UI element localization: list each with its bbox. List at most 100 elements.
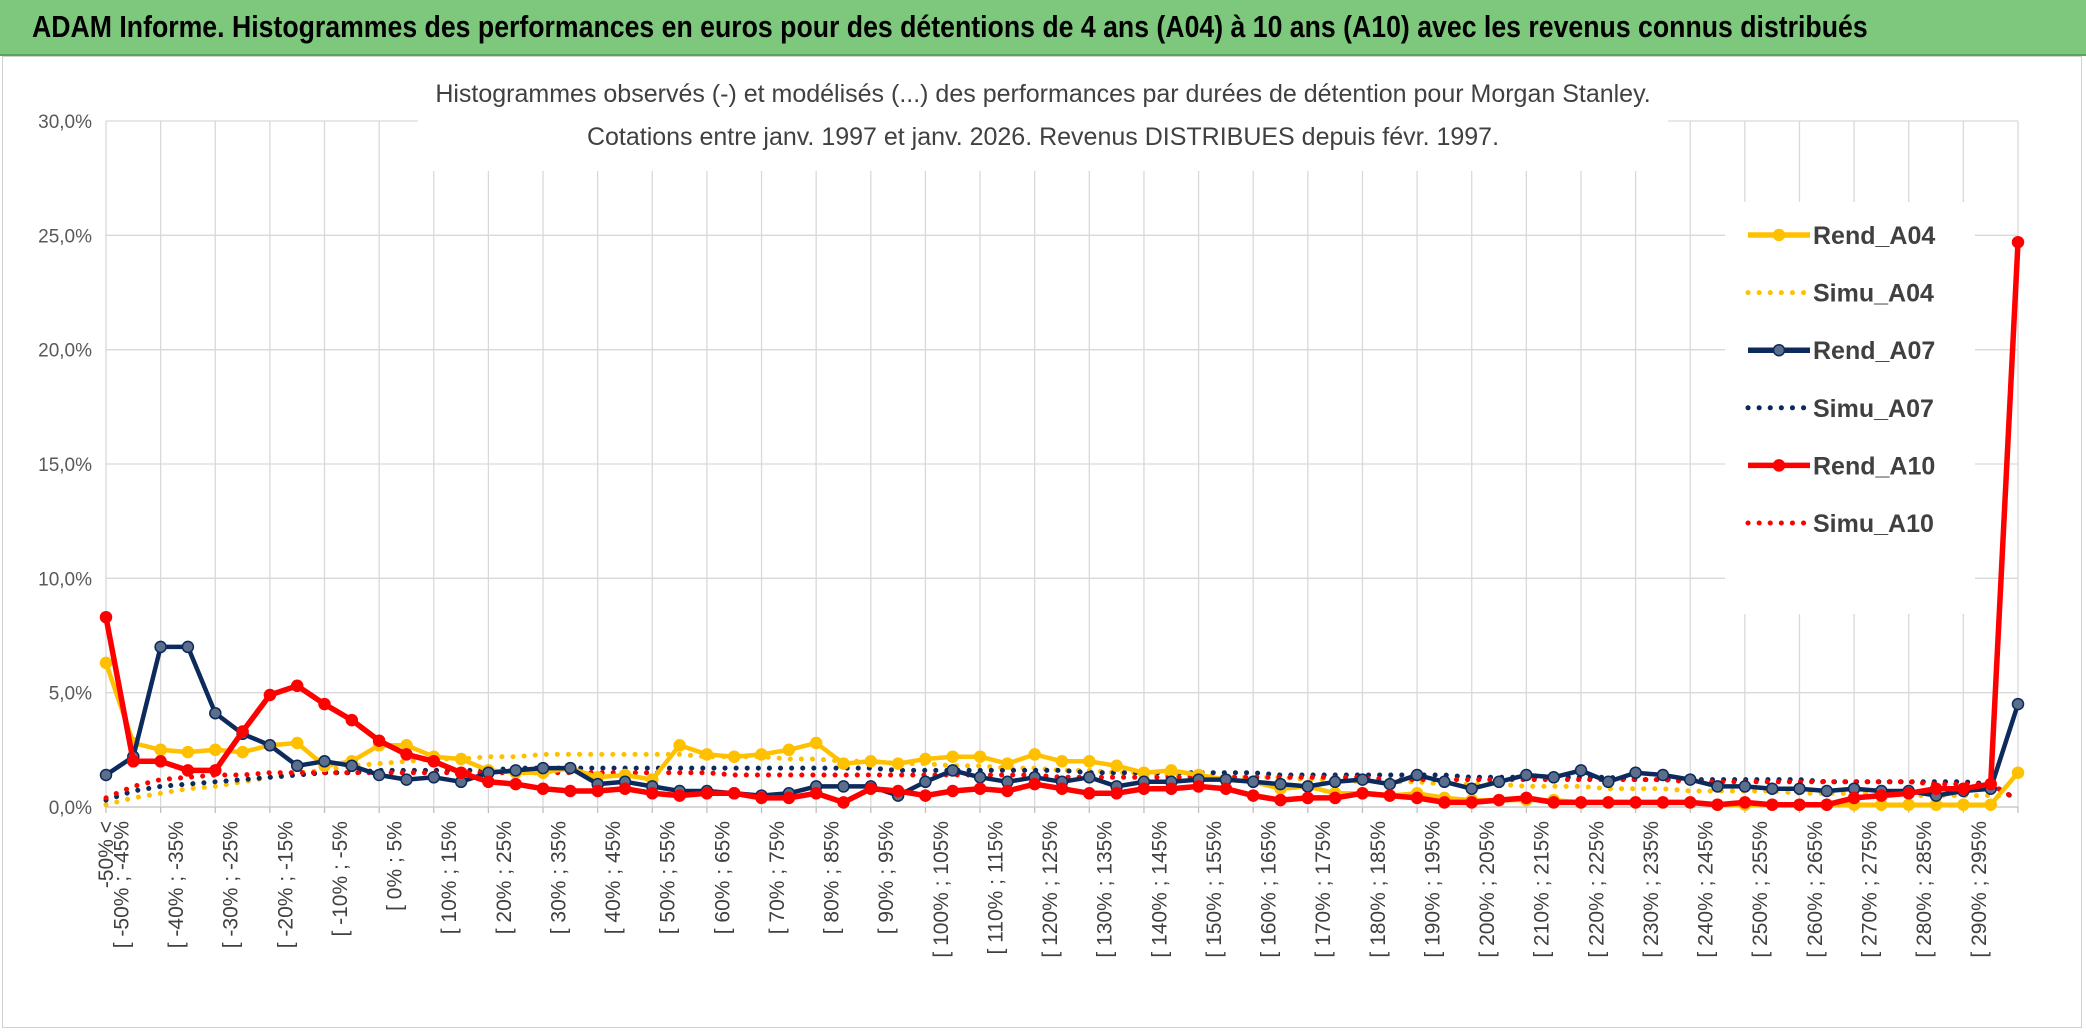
data-point-rend-a10 (1328, 791, 1342, 805)
data-point-rend-a07 (1793, 782, 1806, 795)
data-point-rend-a07 (209, 706, 222, 720)
x-axis-ticks: -50% <[ -50% ; -45% [ -40% ; -35% [ -30% ;… (95, 821, 1991, 958)
data-point-rend-a04 (973, 750, 987, 763)
data-point-rend-a10 (1246, 789, 1260, 802)
data-point-rend-a10 (1165, 782, 1178, 795)
data-point-rend-a10 (1438, 796, 1451, 809)
data-point-rend-a07 (2011, 697, 2025, 711)
data-point-rend-a04 (290, 736, 304, 750)
data-point-rend-a10 (646, 787, 659, 800)
x-tick-label: [ 10% ; 15% (438, 821, 461, 934)
data-point-rend-a10 (864, 782, 878, 795)
data-point-rend-a10 (1875, 789, 1888, 802)
data-point-rend-a10 (591, 784, 604, 798)
data-point-rend-a10 (1929, 782, 1943, 795)
chart-title: Histogrammes observés (-) et modélisés (… (435, 80, 1650, 108)
data-point-rend-a10 (1574, 796, 1588, 809)
x-tick-label: [ 280% ; 285% (1913, 821, 1936, 958)
data-point-rend-a10 (127, 755, 140, 768)
data-point-rend-a07 (1547, 771, 1560, 784)
data-point-rend-a10 (2011, 235, 2025, 249)
data-point-rend-a04 (755, 748, 768, 761)
data-point-rend-a10 (1656, 796, 1670, 809)
data-point-rend-a07 (181, 640, 195, 654)
data-point-rend-a10 (1383, 789, 1397, 802)
data-point-rend-a10 (154, 755, 167, 768)
data-point-rend-a04 (1902, 798, 1915, 811)
data-point-rend-a07 (973, 771, 987, 784)
data-point-rend-a10 (1465, 796, 1478, 809)
title-background (418, 63, 1668, 171)
data-point-rend-a10 (1192, 780, 1205, 793)
legend-marker-rend-a10 (1772, 459, 1786, 472)
data-point-rend-a04 (236, 745, 249, 759)
data-point-rend-a10 (1083, 787, 1096, 800)
x-tick-label: [ 40% ; 45% (602, 821, 625, 934)
data-point-rend-a07 (536, 761, 550, 775)
legend-label-rend-a10: Rend_A10 (1813, 452, 1935, 480)
x-tick-label: [ 240% ; 245% (1695, 821, 1718, 958)
data-point-rend-a07 (99, 768, 113, 782)
data-point-rend-a10 (809, 787, 823, 800)
x-tick-label: [ 200% ; 205% (1476, 821, 1499, 958)
data-point-rend-a04 (837, 757, 850, 770)
data-point-rend-a07 (1574, 764, 1588, 777)
x-tick-label: [ 80% ; 85% (821, 821, 844, 934)
data-point-rend-a07 (345, 759, 359, 773)
data-point-rend-a04 (1957, 798, 1970, 811)
data-point-rend-a10 (782, 791, 796, 805)
x-tick-label: [ 20% ; 25% (493, 821, 516, 934)
data-point-rend-a07 (1738, 780, 1752, 793)
data-point-rend-a07 (1765, 782, 1779, 795)
data-point-rend-a10 (946, 784, 959, 798)
data-point-rend-a04 (727, 750, 741, 763)
data-point-rend-a10 (454, 766, 468, 779)
data-point-rend-a07 (1246, 775, 1260, 789)
data-point-rend-a04 (1165, 764, 1178, 777)
x-tick-label: [ 100% ; 105% (930, 821, 953, 958)
data-point-rend-a10 (1001, 784, 1014, 798)
data-point-rend-a10 (1028, 777, 1041, 791)
banner-title: ADAM Informe. Histogrammes des performan… (32, 9, 1868, 44)
data-point-rend-a10 (536, 782, 550, 795)
data-point-rend-a07 (1602, 775, 1615, 789)
data-point-rend-a07 (564, 761, 577, 775)
y-tick-label: 15,0% (38, 455, 92, 476)
data-point-rend-a04 (1110, 759, 1123, 773)
data-point-rend-a10 (1793, 798, 1806, 811)
x-tick-label: [ 180% ; 185% (1367, 821, 1390, 958)
data-point-rend-a10 (1765, 798, 1779, 811)
data-point-rend-a10 (1219, 782, 1233, 795)
data-point-rend-a10 (727, 787, 741, 800)
x-tick-label: [ 120% ; 125% (1039, 821, 1062, 958)
data-point-rend-a10 (318, 697, 331, 711)
data-point-rend-a04 (181, 745, 195, 759)
data-point-rend-a07 (400, 773, 413, 786)
x-tick-label: [ 30% ; 35% (547, 821, 570, 934)
data-point-rend-a10 (1738, 796, 1752, 809)
data-point-rend-a10 (209, 764, 222, 777)
data-point-rend-a10 (1711, 798, 1724, 811)
x-tick-label: [ -30% ; -25% (220, 821, 243, 948)
data-point-rend-a04 (700, 748, 714, 761)
y-axis-ticks: 0,0% 5,0% 10,0% 15,0% 20,0% 25,0% 30,0% (38, 112, 92, 819)
data-point-rend-a10 (345, 713, 359, 727)
data-point-rend-a07 (1383, 777, 1397, 791)
data-point-rend-a10 (1492, 793, 1506, 807)
x-tick-label: [ -10% ; -5% (329, 821, 352, 937)
data-point-rend-a04 (864, 755, 878, 768)
data-point-rend-a10 (1547, 796, 1560, 809)
x-tick-label: [ 250% ; 255% (1749, 821, 1772, 958)
data-point-rend-a10 (891, 784, 905, 798)
data-point-rend-a10 (1820, 798, 1834, 811)
data-point-rend-a04 (1001, 757, 1014, 770)
data-point-rend-a04 (454, 752, 468, 766)
data-point-rend-a10 (1410, 791, 1424, 805)
data-point-rend-a04 (673, 739, 686, 752)
x-tick-label: [ 260% ; 265% (1804, 821, 1827, 958)
y-tick-label: 20,0% (38, 341, 92, 362)
data-point-rend-a07 (427, 771, 441, 784)
data-point-rend-a07 (1820, 784, 1834, 798)
data-point-rend-a07 (1656, 768, 1670, 782)
x-tick-label: [ -20% ; -15% (274, 821, 297, 948)
